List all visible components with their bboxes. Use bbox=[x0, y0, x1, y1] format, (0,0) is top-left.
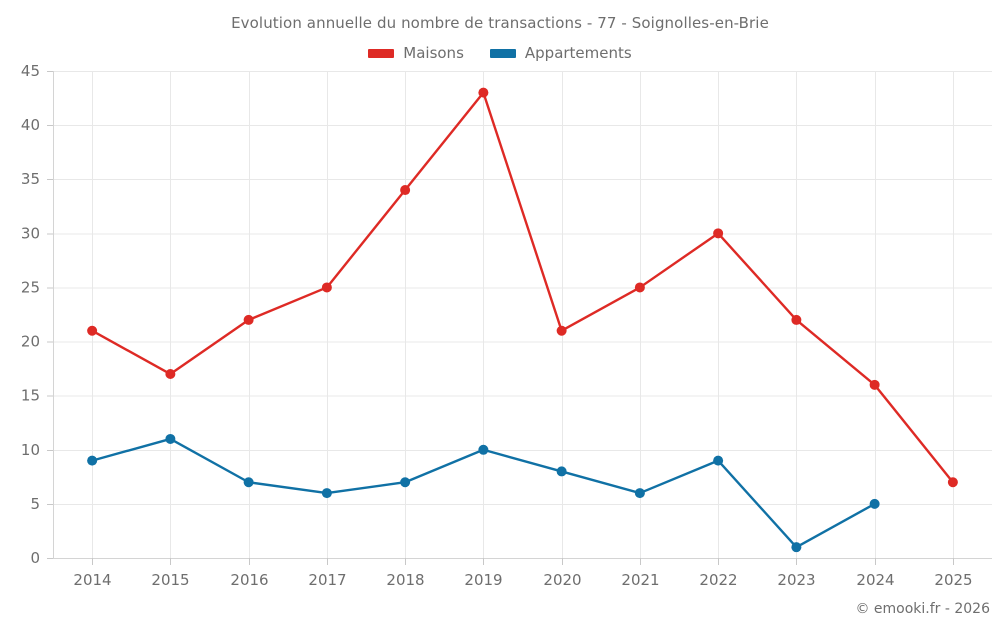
data-point-appartements-2014[interactable] bbox=[87, 455, 98, 466]
y-axis-label-20: 20 bbox=[21, 333, 40, 351]
y-axis-label-40: 40 bbox=[21, 116, 40, 134]
data-point-appartements-2024[interactable] bbox=[869, 498, 880, 509]
x-axis-label-2019: 2019 bbox=[464, 571, 502, 589]
data-point-maisons-2024[interactable] bbox=[869, 379, 880, 390]
y-axis-label-35: 35 bbox=[21, 170, 40, 188]
chart-title: Evolution annuelle du nombre de transact… bbox=[231, 14, 769, 32]
y-axis-label-25: 25 bbox=[21, 278, 40, 296]
data-point-appartements-2018[interactable] bbox=[400, 477, 411, 488]
footer-credit: © emooki.fr - 2026 bbox=[855, 601, 990, 617]
y-axis-label-45: 45 bbox=[21, 62, 40, 80]
series-line-maisons bbox=[90, 91, 955, 484]
data-point-appartements-2019[interactable] bbox=[478, 444, 489, 455]
data-point-appartements-2022[interactable] bbox=[713, 455, 724, 466]
data-point-maisons-2017[interactable] bbox=[321, 282, 332, 293]
y-axis-label-30: 30 bbox=[21, 224, 40, 242]
x-axis-label-2016: 2016 bbox=[230, 571, 268, 589]
data-point-appartements-2015[interactable] bbox=[165, 433, 176, 444]
y-axis-label-0: 0 bbox=[30, 549, 40, 567]
x-axis-label-2018: 2018 bbox=[386, 571, 424, 589]
legend-label-appartements: Appartements bbox=[524, 44, 632, 62]
legend-label-maisons: Maisons bbox=[403, 44, 464, 62]
x-axis-label-2022: 2022 bbox=[699, 571, 737, 589]
x-axis-label-2015: 2015 bbox=[151, 571, 189, 589]
data-point-maisons-2020[interactable] bbox=[556, 325, 567, 336]
legend-swatch-appartements bbox=[489, 48, 516, 58]
data-point-maisons-2016[interactable] bbox=[243, 314, 254, 325]
x-axis-label-2020: 2020 bbox=[543, 571, 581, 589]
data-point-appartements-2017[interactable] bbox=[321, 488, 332, 499]
data-point-appartements-2016[interactable] bbox=[243, 477, 254, 488]
legend-swatch-maisons bbox=[368, 48, 395, 58]
data-point-maisons-2021[interactable] bbox=[634, 282, 645, 293]
data-point-maisons-2023[interactable] bbox=[791, 314, 802, 325]
x-axis-label-2021: 2021 bbox=[621, 571, 659, 589]
data-point-maisons-2014[interactable] bbox=[87, 325, 98, 336]
data-point-maisons-2022[interactable] bbox=[713, 228, 724, 239]
legend-item-appartements[interactable]: Appartements bbox=[489, 44, 632, 62]
data-point-maisons-2018[interactable] bbox=[400, 185, 411, 196]
y-axis-label-5: 5 bbox=[30, 495, 40, 513]
data-point-appartements-2020[interactable] bbox=[556, 466, 567, 477]
chart-legend: Maisons Appartements bbox=[0, 44, 1000, 62]
legend-item-maisons[interactable]: Maisons bbox=[368, 44, 464, 62]
y-axis-label-10: 10 bbox=[21, 441, 40, 459]
data-point-maisons-2025[interactable] bbox=[947, 477, 958, 488]
x-axis-label-2017: 2017 bbox=[308, 571, 346, 589]
data-point-appartements-2021[interactable] bbox=[634, 488, 645, 499]
x-axis-label-2023: 2023 bbox=[777, 571, 815, 589]
x-axis-label-2025: 2025 bbox=[934, 571, 972, 589]
data-point-maisons-2015[interactable] bbox=[165, 369, 176, 380]
data-point-maisons-2019[interactable] bbox=[478, 87, 489, 98]
y-axis-label-15: 15 bbox=[21, 387, 40, 405]
x-axis-label-2024: 2024 bbox=[856, 571, 894, 589]
data-point-appartements-2023[interactable] bbox=[791, 542, 802, 553]
x-axis-label-2014: 2014 bbox=[73, 571, 111, 589]
